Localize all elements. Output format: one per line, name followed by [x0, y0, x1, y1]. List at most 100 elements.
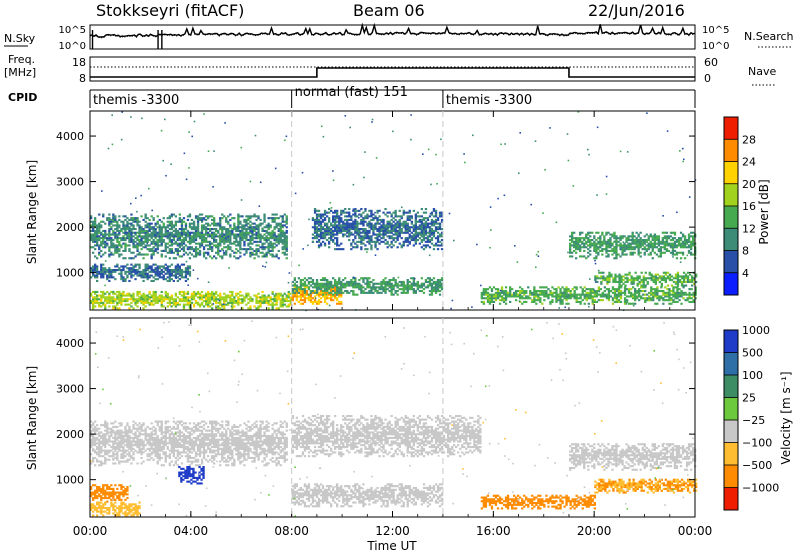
- echo-cell: [147, 302, 149, 304]
- echo-cell: [393, 224, 395, 226]
- echo-cell: [636, 246, 638, 248]
- echo-cell: [233, 226, 235, 228]
- echo-cell: [378, 230, 380, 232]
- echo-cell: [499, 294, 501, 296]
- echo-cell: [249, 217, 251, 219]
- echo-cell: [407, 241, 409, 243]
- echo-cell: [155, 248, 157, 250]
- echo-cell: [134, 304, 136, 306]
- echo-cell: [565, 297, 567, 299]
- echo-cell: [395, 223, 397, 225]
- echo-cell: [665, 277, 667, 279]
- echo-cell: [193, 221, 195, 223]
- echo-cell: [326, 285, 328, 287]
- echo-cell: [348, 223, 350, 225]
- echo-cell: [587, 234, 589, 236]
- echo-cell: [163, 239, 165, 241]
- echo-cell: [175, 300, 177, 302]
- echo-cell: [384, 214, 386, 216]
- echo-cell: [674, 243, 676, 245]
- echo-cell: [634, 288, 636, 290]
- echo-cell: [565, 295, 567, 297]
- echo-cell: [155, 273, 157, 275]
- echo-cell: [380, 221, 382, 223]
- echo-cell: [425, 286, 427, 288]
- echo-cell: [183, 237, 185, 239]
- echo-cell: [625, 241, 627, 243]
- echo-cell: [221, 235, 223, 237]
- echo-cell: [672, 290, 674, 292]
- echo-cell: [235, 237, 237, 239]
- echo-cell: [588, 303, 590, 305]
- echo-cell: [179, 269, 181, 271]
- echo-cell: [397, 239, 399, 241]
- echo-cell: [340, 292, 342, 294]
- echo-cell: [668, 244, 670, 246]
- echo-cell: [229, 224, 231, 226]
- echo-cell: [613, 235, 615, 237]
- echo-cell: [199, 244, 201, 246]
- echo-cell: [177, 234, 179, 236]
- echo-cell: [128, 273, 130, 275]
- echo-cell: [612, 303, 614, 305]
- echo-cell: [644, 243, 646, 245]
- echo-cell: [259, 305, 261, 307]
- echo-cell: [691, 297, 693, 299]
- echo-cell: [592, 299, 594, 301]
- echo-cell: [134, 234, 136, 236]
- echo-cell: [130, 296, 132, 298]
- echo-cell: [615, 248, 617, 250]
- echo-cell: [574, 297, 576, 299]
- echo-cell: [211, 248, 213, 250]
- echo-cell: [229, 237, 231, 239]
- echo-cell: [678, 294, 680, 296]
- echo-cell: [607, 255, 609, 257]
- echo-cell: [634, 246, 636, 248]
- echo-speck: [573, 185, 575, 187]
- echo-cell: [126, 228, 128, 230]
- echo-cell: [413, 226, 415, 228]
- echo-cell: [360, 223, 362, 225]
- echo-cell: [255, 244, 257, 246]
- echo-cell: [255, 226, 257, 228]
- echo-cell: [155, 264, 157, 266]
- echo-cell: [614, 301, 616, 303]
- echo-cell: [290, 298, 292, 300]
- echo-cell: [284, 300, 286, 302]
- echo-cell: [614, 292, 616, 294]
- echo-cell: [98, 239, 100, 241]
- echo-cell: [360, 232, 362, 234]
- nave-tick-bottom: 0: [704, 72, 711, 85]
- echo-cell: [435, 210, 437, 212]
- echo-cell: [483, 288, 485, 290]
- echo-cell: [284, 244, 286, 246]
- echo-cell: [233, 255, 235, 257]
- echo-cell: [209, 244, 211, 246]
- echo-cell: [338, 232, 340, 234]
- echo-cell: [439, 215, 441, 217]
- echo-cell: [427, 226, 429, 228]
- echo-cell: [294, 292, 296, 294]
- echo-cell: [231, 304, 233, 306]
- echo-cell: [584, 295, 586, 297]
- echo-cell: [320, 243, 322, 245]
- echo-cell: [334, 292, 336, 294]
- echo-cell: [112, 291, 114, 293]
- echo-cell: [110, 273, 112, 275]
- echo-cell: [427, 232, 429, 234]
- echo-cell: [294, 294, 296, 296]
- echo-cell: [650, 235, 652, 237]
- echo-cell: [630, 288, 632, 290]
- echo-cell: [636, 292, 638, 294]
- echo-cell: [334, 279, 336, 281]
- echo-cell: [179, 271, 181, 273]
- echo-cell: [364, 221, 366, 223]
- echo-cell: [138, 271, 140, 273]
- echo-cell: [177, 252, 179, 254]
- echo-cell: [626, 299, 628, 301]
- echo-cell: [199, 217, 201, 219]
- echo-cell: [229, 254, 231, 256]
- echo-cell: [316, 223, 318, 225]
- echo-cell: [100, 296, 102, 298]
- echo-cell: [676, 239, 678, 241]
